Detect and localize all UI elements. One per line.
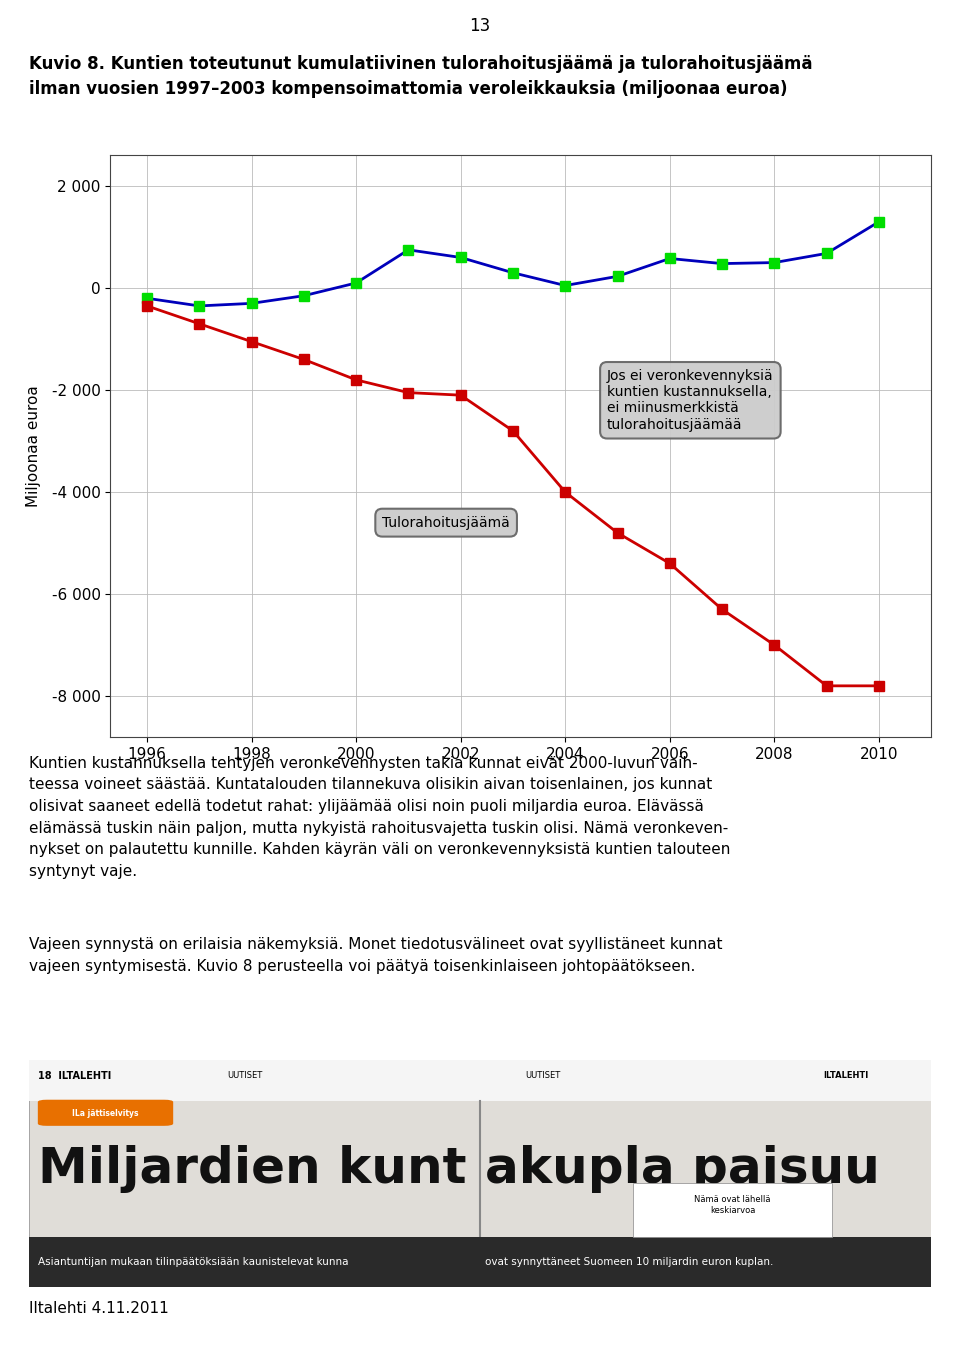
Y-axis label: Miljoonaa euroa: Miljoonaa euroa (26, 385, 40, 507)
Text: Iltalehti 4.11.2011: Iltalehti 4.11.2011 (29, 1301, 169, 1315)
FancyBboxPatch shape (634, 1183, 832, 1237)
Text: ovat synnyttäneet Suomeen 10 miljardin euron kuplan.: ovat synnyttäneet Suomeen 10 miljardin e… (485, 1257, 773, 1267)
Text: Kuntien kustannuksella tehtyjen veronkevennysten takia kunnat eivät 2000-luvun v: Kuntien kustannuksella tehtyjen veronkev… (29, 756, 731, 879)
Text: Tulorahoitusjäämä: Tulorahoitusjäämä (382, 515, 510, 530)
Text: 13: 13 (469, 16, 491, 35)
Text: Miljardien kunt: Miljardien kunt (37, 1145, 467, 1192)
Text: Kuvio 8. Kuntien toteutunut kumulatiivinen tulorahoitusjäämä ja tulorahoitusjääm: Kuvio 8. Kuntien toteutunut kumulatiivin… (29, 54, 812, 97)
Bar (29, 1060, 931, 1101)
Text: ILTALEHTI: ILTALEHTI (823, 1071, 868, 1080)
Text: Vajeen synnystä on erilaisia näkemyksiä. Monet tiedotusvälineet ovat syyllistäne: Vajeen synnystä on erilaisia näkemyksiä.… (29, 937, 722, 973)
Text: Nämä ovat lähellä
keskiarvoa: Nämä ovat lähellä keskiarvoa (694, 1195, 771, 1215)
Text: Asiantuntijan mukaan tilinpäätöksiään kaunistelevat kunna: Asiantuntijan mukaan tilinpäätöksiään ka… (37, 1257, 348, 1267)
Bar (29, 1237, 931, 1287)
FancyBboxPatch shape (37, 1099, 173, 1126)
Text: akupla paisuu: akupla paisuu (485, 1145, 879, 1192)
Text: UUTISET: UUTISET (525, 1071, 561, 1080)
Text: 18  ILTALEHTI: 18 ILTALEHTI (37, 1071, 111, 1080)
Text: Jos ei veronkevennyksiä
kuntien kustannuksella,
ei miinusmerkkistä
tulorahoitusj: Jos ei veronkevennyksiä kuntien kustannu… (607, 369, 774, 431)
Text: ILa jättiselvitys: ILa jättiselvitys (72, 1109, 139, 1118)
Text: UUTISET: UUTISET (228, 1071, 263, 1080)
